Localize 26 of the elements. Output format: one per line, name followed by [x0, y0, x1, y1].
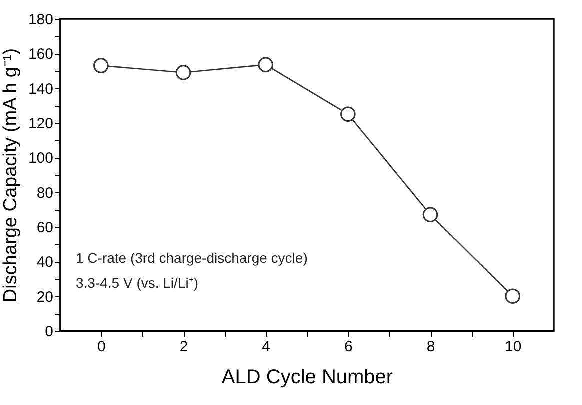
x-tick-label: 0 [97, 338, 106, 356]
y-axis-title: Discharge Capacity (mA h g⁻¹) [0, 48, 22, 303]
x-tick-label: 8 [426, 338, 436, 356]
point [258, 57, 274, 73]
y-tick-label: 60 [36, 220, 54, 236]
annotation: 3.3-4.5 V (vs. Li/Li⁺) [76, 275, 198, 291]
y-tick-label: 180 [28, 12, 54, 28]
y-tick-label: 100 [28, 150, 54, 168]
x-tick-label: 2 [180, 338, 188, 356]
point [505, 288, 520, 304]
x-axis-title: ALD Cycle Number [222, 366, 394, 388]
y-tick-label: 0 [45, 324, 54, 340]
y-tick-label: 40 [36, 254, 54, 272]
point [176, 65, 192, 80]
x-tick-label: 6 [344, 338, 353, 356]
point [340, 106, 356, 122]
point [422, 207, 438, 222]
annotation: 1 C-rate (3rd charge-discharge cycle) [76, 250, 308, 266]
y-tick-label: 140 [28, 80, 54, 98]
y-tick-label: 80 [36, 184, 54, 202]
y-tick-label: 20 [36, 288, 54, 306]
x-tick-label: 10 [504, 338, 522, 356]
x-tick-label: 4 [262, 338, 271, 356]
y-tick-label: 120 [28, 116, 54, 132]
y-tick-label: 160 [28, 46, 54, 64]
point [94, 58, 109, 74]
